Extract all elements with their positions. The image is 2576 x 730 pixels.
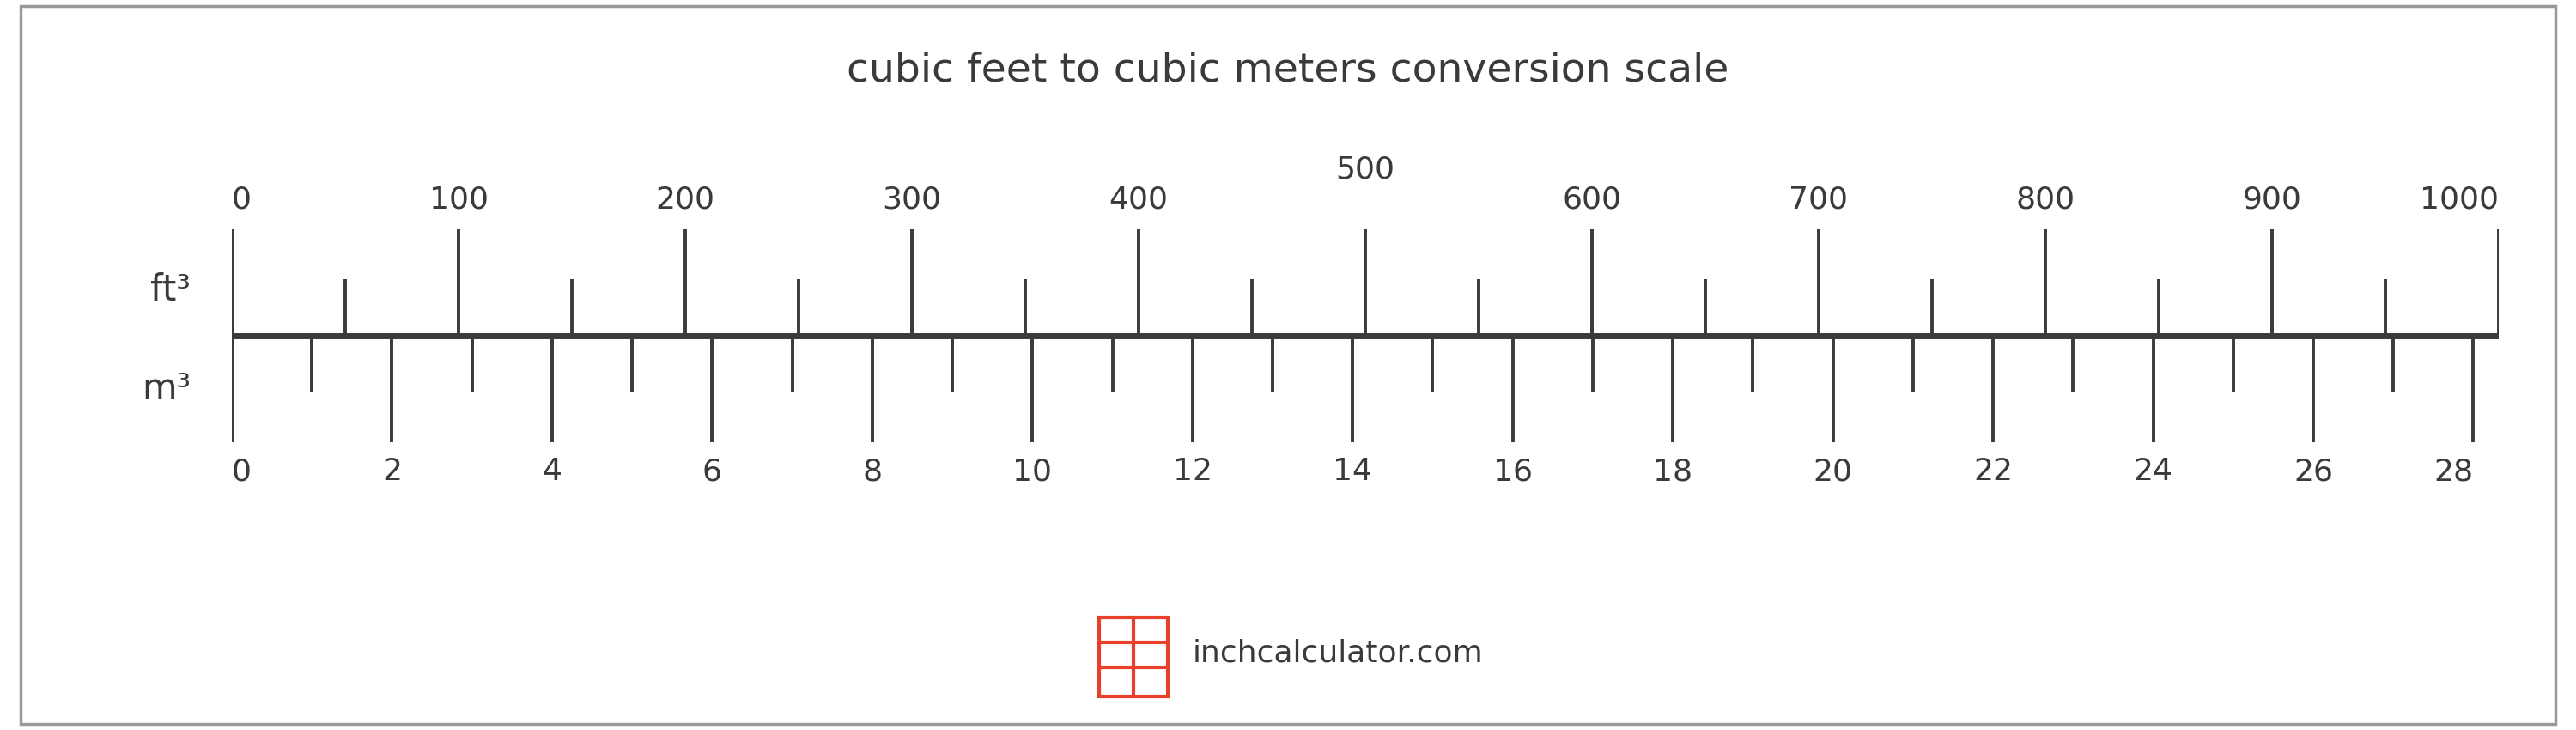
Text: 14: 14 xyxy=(1332,457,1373,486)
Text: inchcalculator.com: inchcalculator.com xyxy=(1193,639,1484,668)
Text: 26: 26 xyxy=(2293,457,2334,486)
Text: 900: 900 xyxy=(2244,185,2300,215)
Text: 1000: 1000 xyxy=(2419,185,2499,215)
Text: 8: 8 xyxy=(863,457,881,486)
Text: 700: 700 xyxy=(1788,185,1850,215)
Text: 12: 12 xyxy=(1172,457,1213,486)
Text: 400: 400 xyxy=(1108,185,1167,215)
Text: 800: 800 xyxy=(2014,185,2076,215)
Text: ft³: ft³ xyxy=(149,272,191,308)
Text: 6: 6 xyxy=(703,457,721,486)
Text: m³: m³ xyxy=(142,371,191,407)
Text: cubic feet to cubic meters conversion scale: cubic feet to cubic meters conversion sc… xyxy=(848,51,1728,90)
Text: 500: 500 xyxy=(1334,155,1396,184)
Text: 100: 100 xyxy=(428,185,489,215)
Text: 2: 2 xyxy=(381,457,402,486)
Text: 18: 18 xyxy=(1654,457,1692,486)
Text: 10: 10 xyxy=(1012,457,1051,486)
Text: 200: 200 xyxy=(654,185,714,215)
Text: 28: 28 xyxy=(2434,457,2473,486)
Text: 300: 300 xyxy=(881,185,943,215)
Text: 24: 24 xyxy=(2133,457,2174,486)
Text: 20: 20 xyxy=(1814,457,1852,486)
Text: 22: 22 xyxy=(1973,457,2012,486)
Text: 0: 0 xyxy=(232,185,252,215)
Text: 4: 4 xyxy=(541,457,562,486)
Text: 0: 0 xyxy=(232,457,252,486)
Text: 16: 16 xyxy=(1494,457,1533,486)
Text: 600: 600 xyxy=(1561,185,1623,215)
